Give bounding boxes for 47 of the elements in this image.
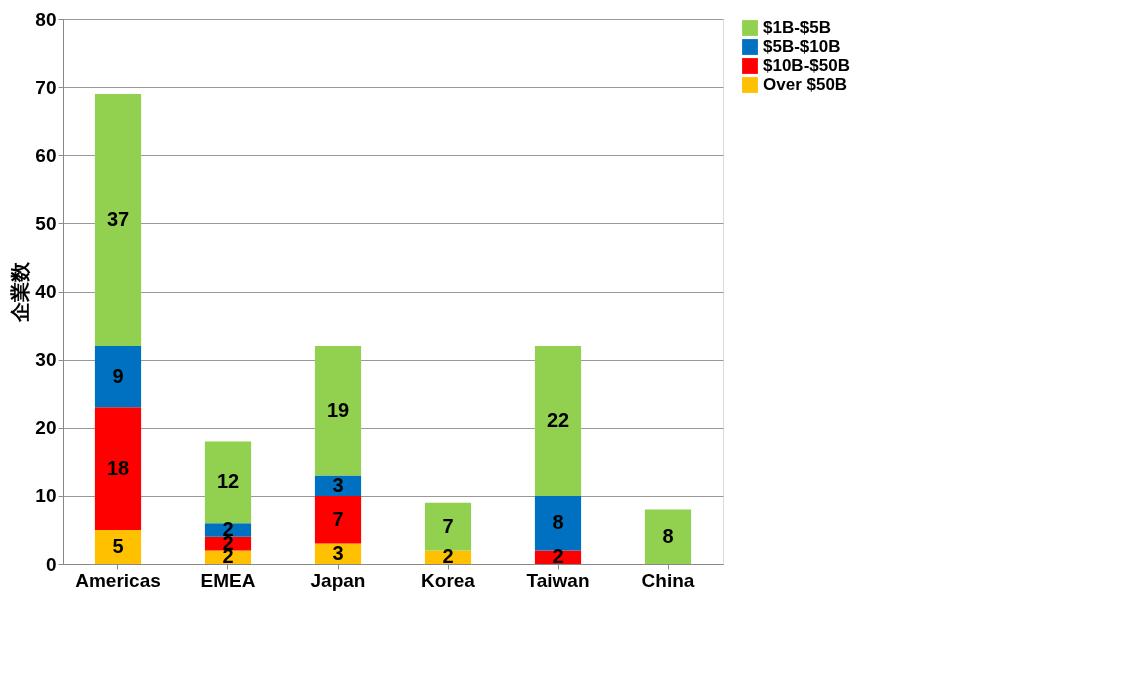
- bar: [94, 407, 142, 530]
- y-tick-label: 60: [35, 144, 57, 166]
- data-label: 12: [216, 470, 240, 493]
- data-label: 5: [112, 534, 124, 557]
- bar: [94, 93, 142, 346]
- y-tick-label: 30: [35, 349, 57, 371]
- data-label: 18: [106, 456, 130, 479]
- legend-label: Over $50B: [763, 75, 848, 94]
- data-label: 9: [112, 364, 124, 387]
- data-label: 19: [326, 398, 350, 421]
- y-tick-label: 0: [45, 553, 57, 575]
- legend-label: $5B-$10B: [763, 37, 841, 56]
- y-tick-label: 40: [35, 281, 57, 302]
- data-label: 8: [662, 524, 674, 547]
- data-label: 3: [332, 541, 344, 564]
- bar: [314, 475, 362, 496]
- data-label: 22: [546, 408, 570, 431]
- bar: [644, 509, 692, 564]
- x-tick-label: Japan: [310, 569, 366, 591]
- data-label: 7: [442, 514, 454, 537]
- data-label: 7: [332, 507, 344, 530]
- y-tick-label: 10: [35, 485, 57, 507]
- bar: [94, 529, 142, 564]
- bar: [314, 495, 362, 544]
- legend-label: $1B-$5B: [763, 18, 832, 37]
- y-tick-label: 70: [35, 76, 57, 98]
- data-label: 2: [442, 545, 454, 568]
- data-label: 2: [552, 545, 564, 568]
- bar: [534, 346, 582, 496]
- x-tick-label: Korea: [421, 569, 476, 591]
- y-tick-label: 50: [35, 212, 57, 234]
- y-axis-title: 企業数: [9, 261, 32, 323]
- data-label: 3: [332, 473, 344, 496]
- data-label: 37: [106, 207, 130, 230]
- y-tick-label: 80: [35, 8, 57, 30]
- data-label: 8: [552, 511, 564, 534]
- bar: [94, 346, 142, 408]
- y-tick-label: 20: [35, 417, 57, 439]
- x-tick-label: China: [641, 569, 695, 591]
- legend-label: $10B-$50B: [763, 56, 850, 75]
- bar: [314, 346, 362, 476]
- x-tick-label: EMEA: [200, 569, 256, 591]
- x-tick-label: Americas: [75, 569, 161, 591]
- bar: [424, 502, 472, 551]
- bar: [204, 441, 252, 524]
- bar: [534, 495, 582, 551]
- x-tick-label: Taiwan: [526, 569, 590, 591]
